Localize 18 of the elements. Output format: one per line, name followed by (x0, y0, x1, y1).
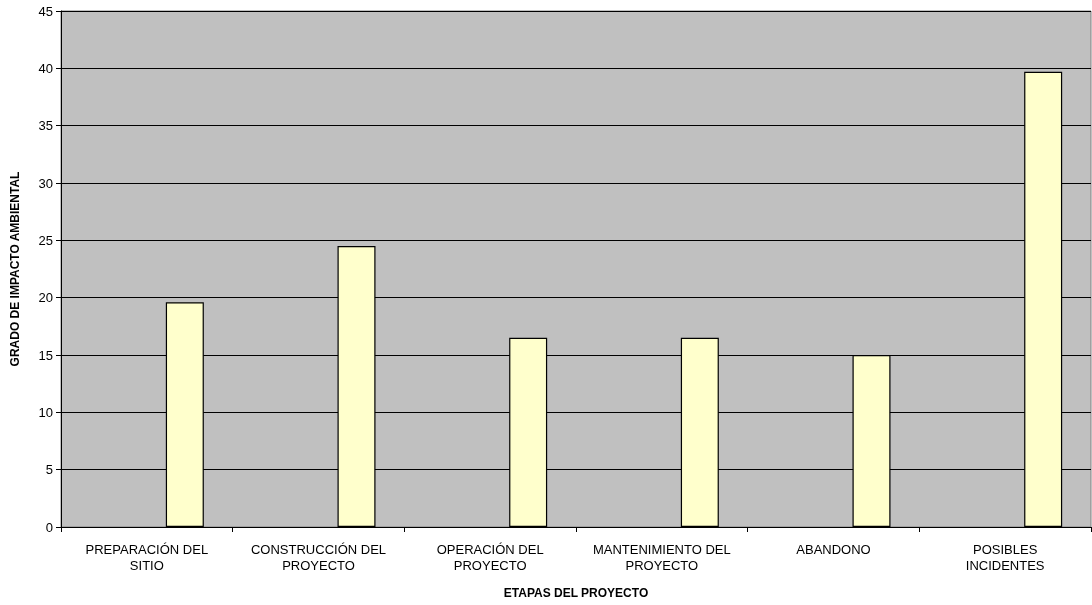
y-tick-label: 35 (38, 118, 53, 134)
y-tick-label: 45 (38, 3, 53, 19)
y-tick-label: 20 (38, 290, 53, 306)
y-tick-label: 25 (38, 232, 53, 248)
y-tick-label: 30 (38, 175, 53, 191)
y-tick-label: 15 (38, 347, 53, 363)
y-tick-label: 5 (45, 462, 53, 478)
y-axis-title: GRADO DE IMPACTO AMBIENTAL (8, 171, 22, 367)
x-tick-label: OPERACIÓN DEL PROYECTO (436, 541, 544, 573)
y-tick-label: 40 (38, 60, 53, 76)
x-tick-label: CONSTRUCCIÓN DEL PROYECTO (250, 541, 387, 573)
x-axis-title: ETAPAS DEL PROYECTO (503, 586, 649, 600)
x-tick-label: PREPARACIÓN DEL SITIO (85, 541, 209, 573)
x-tick-label: MANTENIMIENTO DEL PROYECTO (592, 541, 731, 573)
y-tick-label: 0 (45, 519, 53, 535)
x-tick-label: ABANDONO (796, 541, 871, 557)
y-tick-label: 10 (38, 404, 53, 420)
x-tick-label: POSIBLES INCIDENTES (965, 541, 1045, 573)
